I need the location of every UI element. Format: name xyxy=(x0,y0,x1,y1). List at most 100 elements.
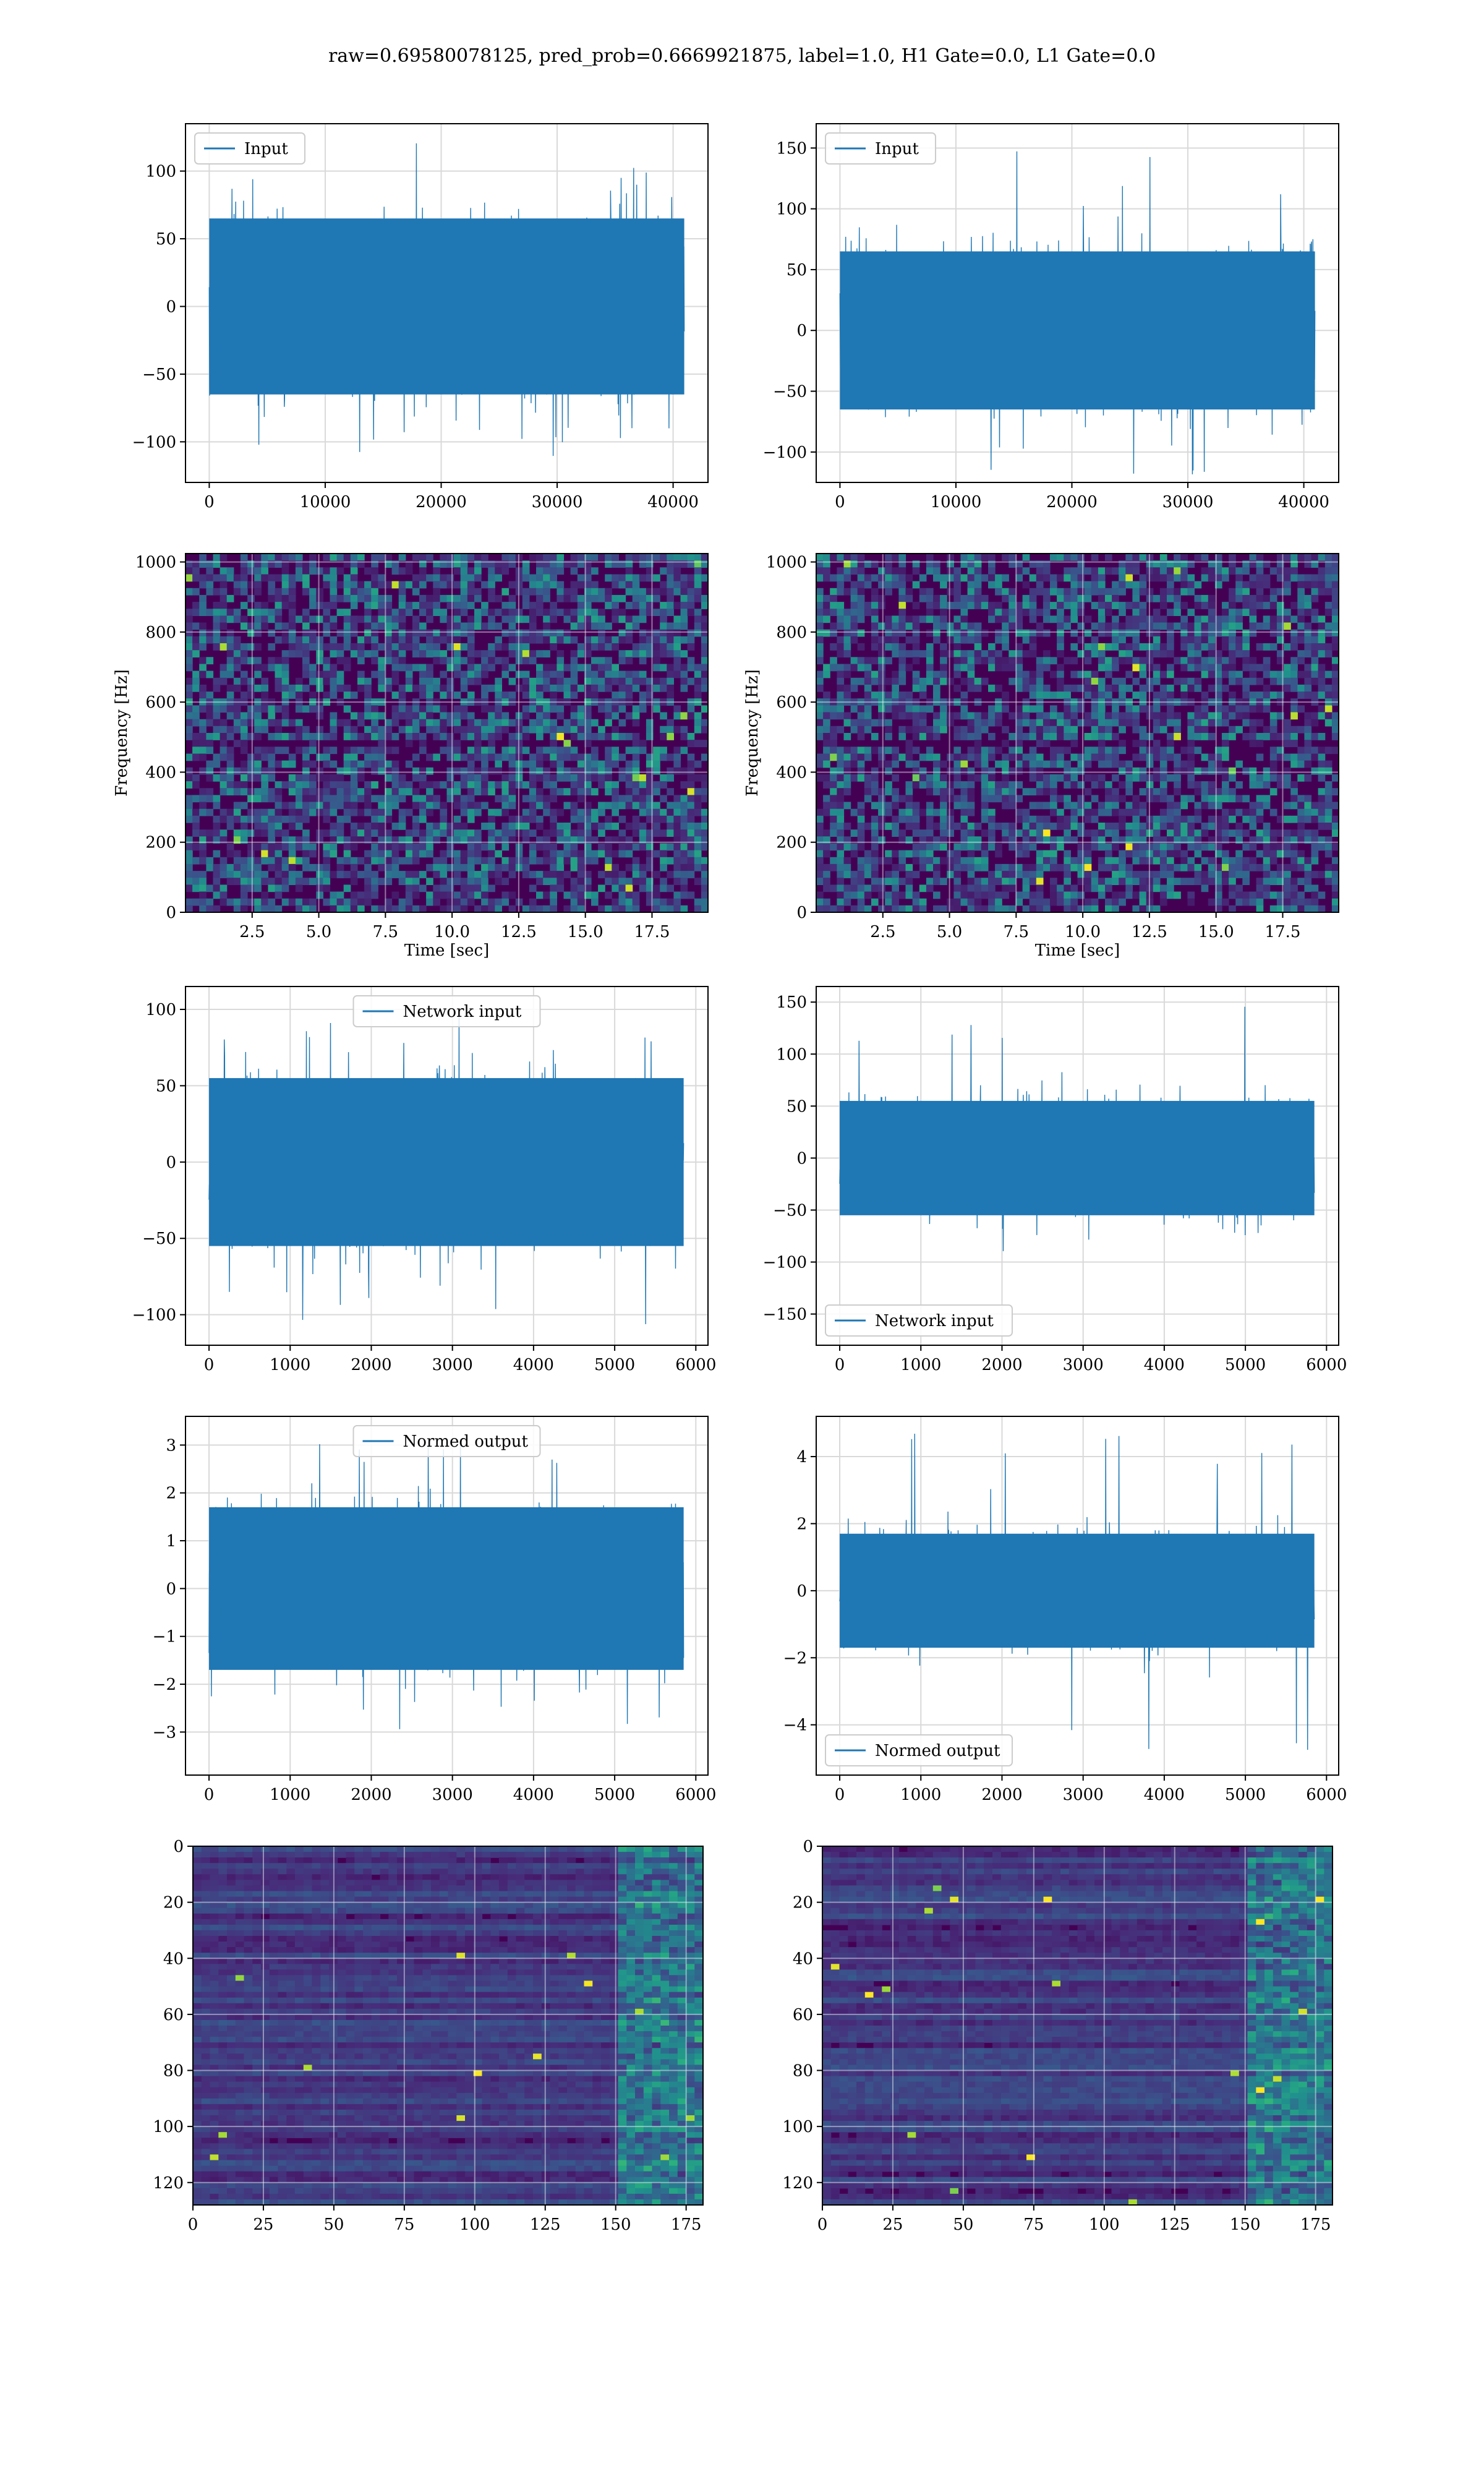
l1-network-input-frame xyxy=(816,986,1339,1346)
l1-network-input-ytick-label: −50 xyxy=(773,1201,807,1220)
l1-spectrogram-ytick-label: 1000 xyxy=(766,554,807,572)
l1-feature-map-xtick-label: 25 xyxy=(882,2215,903,2234)
l1-input-xtick-label: 10000 xyxy=(931,493,982,511)
l1-input-xtick-label: 30000 xyxy=(1162,493,1214,511)
h1-network-input-ytick-label: −100 xyxy=(132,1306,176,1325)
l1-spectrogram-xtick-label: 17.5 xyxy=(1265,923,1301,941)
l1-normed-output-xtick-label: 5000 xyxy=(1225,1786,1266,1804)
h1-normed-output-frame xyxy=(185,1416,709,1776)
l1-spectrogram-panel: 2.5 5.0 7.5 10.0 12.5 15.0 17.5 0 200 400 600 800 10… xyxy=(743,553,1339,960)
l1-normed-output-ytick-label: −2 xyxy=(783,1649,807,1667)
l1-network-input-ytick-label: 50 xyxy=(787,1097,807,1116)
l1-network-input-ytick-label: −150 xyxy=(763,1306,807,1324)
l1-feature-map-frame xyxy=(822,1846,1333,2206)
h1-spectrogram-xlabel: Time [sec] xyxy=(404,941,490,960)
h1-normed-output-ytick-label: 1 xyxy=(166,1532,176,1551)
l1-input-ytick-label: 150 xyxy=(776,139,807,158)
l1-input-panel: 0 10000 20000 30000 40000 −100 −50 0 50 100 150 Inp… xyxy=(763,123,1339,511)
h1-input-ytick-label: 100 xyxy=(145,163,176,181)
l1-network-input-xtick-label: 6000 xyxy=(1306,1356,1347,1374)
l1-feature-map-ytick-label: 80 xyxy=(793,2062,813,2081)
h1-input-xtick-label: 0 xyxy=(204,493,215,511)
l1-input-ytick-label: 100 xyxy=(776,200,807,219)
h1-network-input-xtick-label: 5000 xyxy=(594,1356,635,1374)
l1-spectrogram-xtick-label: 10.0 xyxy=(1065,923,1101,941)
h1-input-panel: 0 10000 20000 30000 40000 −100 −50 0 50 100 Input xyxy=(132,123,709,511)
l1-input-xtick-label: 40000 xyxy=(1278,493,1329,511)
l1-normed-output-ytick-label: 0 xyxy=(796,1582,807,1601)
l1-feature-map-xtick-label: 0 xyxy=(817,2215,828,2234)
l1-feature-map-ytick-label: 60 xyxy=(793,2006,813,2024)
h1-network-input-xtick-label: 1000 xyxy=(270,1356,310,1374)
l1-normed-output-ytick-label: 4 xyxy=(796,1448,807,1466)
h1-input-series-band xyxy=(209,218,684,395)
h1-spectrogram-xtick-label: 12.5 xyxy=(501,923,537,941)
l1-feature-map-ytick-label: 100 xyxy=(782,2118,813,2136)
h1-spectrogram-ylabel: Frequency [Hz] xyxy=(113,669,131,797)
h1-input-legend: Input xyxy=(194,132,305,165)
h1-feature-map-frame xyxy=(192,1846,704,2206)
h1-input-ytick-label: 0 xyxy=(166,297,176,316)
l1-spectrogram-xtick-label: 5.0 xyxy=(937,923,962,941)
h1-input-ytick-label: −100 xyxy=(132,433,176,452)
l1-normed-output-xtick-label: 1000 xyxy=(900,1786,941,1804)
l1-input-legend: Input xyxy=(825,132,936,165)
l1-normed-output-ticks: 0 1000 2000 3000 4000 5000 6000 −4 −2 0 2 4 xyxy=(783,1448,1347,1804)
h1-input-xtick-label: 20000 xyxy=(416,493,467,511)
l1-input-legend-label: Input xyxy=(875,140,919,158)
h1-spectrogram-panel: 2.5 5.0 7.5 10.0 12.5 15.0 17.5 0 200 400 600 800 10… xyxy=(113,553,709,960)
l1-spectrogram-ytick-label: 200 xyxy=(776,834,807,852)
h1-spectrogram-xtick-label: 2.5 xyxy=(239,923,265,941)
l1-network-input-series-band xyxy=(840,1100,1315,1215)
l1-spectrogram-ticks: 2.5 5.0 7.5 10.0 12.5 15.0 17.5 0 200 400 600 800 10… xyxy=(766,554,1301,941)
h1-normed-output-ytick-label: −1 xyxy=(153,1628,176,1646)
l1-normed-output-xtick-label: 6000 xyxy=(1306,1786,1347,1804)
h1-normed-output-xtick-label: 5000 xyxy=(594,1786,635,1804)
l1-feature-map-ytick-label: 0 xyxy=(803,1838,813,1856)
h1-normed-output-xtick-label: 6000 xyxy=(675,1786,716,1804)
h1-normed-output-legend: Normed output xyxy=(352,1425,541,1457)
h1-spectrogram-ticks: 2.5 5.0 7.5 10.0 12.5 15.0 17.5 0 200 400 600 800 10… xyxy=(135,554,670,941)
h1-feature-map-xtick-label: 75 xyxy=(394,2215,414,2234)
l1-input-xtick-label: 20000 xyxy=(1046,493,1098,511)
h1-network-input-ytick-label: −50 xyxy=(142,1230,176,1248)
h1-spectrogram-xtick-label: 10.0 xyxy=(434,923,470,941)
h1-network-input-ytick-label: 100 xyxy=(145,1001,176,1019)
l1-feature-map-xtick-label: 125 xyxy=(1159,2215,1190,2234)
h1-input-frame xyxy=(185,123,709,483)
h1-normed-output-ytick-label: 3 xyxy=(166,1436,176,1455)
h1-network-input-panel: 0 1000 2000 3000 4000 5000 6000 −100 −50 0 50 100 Ne… xyxy=(132,986,717,1374)
l1-normed-output-ytick-label: 2 xyxy=(796,1515,807,1533)
h1-network-input-ticks: 0 1000 2000 3000 4000 5000 6000 −100 −50 0 50 100 xyxy=(132,1001,717,1374)
l1-network-input-xtick-label: 0 xyxy=(835,1356,845,1374)
h1-network-input-legend-box xyxy=(352,995,541,1027)
h1-feature-map-xtick-label: 0 xyxy=(188,2215,198,2234)
h1-input-xtick-label: 10000 xyxy=(300,493,351,511)
l1-normed-output-series-band xyxy=(840,1533,1315,1648)
h1-feature-map-xtick-label: 125 xyxy=(530,2215,561,2234)
l1-input-legend-box xyxy=(825,132,936,165)
l1-spectrogram-xtick-label: 15.0 xyxy=(1198,923,1234,941)
h1-feature-map-xtick-label: 25 xyxy=(253,2215,273,2234)
l1-normed-output-xtick-label: 4000 xyxy=(1144,1786,1185,1804)
l1-spectrogram-ytick-label: 400 xyxy=(776,763,807,782)
h1-feature-map-xtick-label: 175 xyxy=(671,2215,702,2234)
l1-normed-output-ytick-label: −4 xyxy=(783,1716,807,1735)
l1-network-input-xtick-label: 5000 xyxy=(1225,1356,1266,1374)
h1-feature-map-panel: 0 25 50 75 100 125 150 175 0 20 40 60 80 100 120 xyxy=(153,1838,704,2234)
l1-network-input-xtick-label: 2000 xyxy=(981,1356,1022,1374)
l1-normed-output-panel: 0 1000 2000 3000 4000 5000 6000 −4 −2 0 2 4 Normed o… xyxy=(783,1416,1347,1804)
l1-normed-output-legend: Normed output xyxy=(825,1734,1013,1766)
h1-network-input-legend: Network input xyxy=(352,995,541,1027)
l1-normed-output-legend-label: Normed output xyxy=(875,1742,1000,1760)
h1-normed-output-xtick-label: 0 xyxy=(204,1786,215,1804)
h1-input-ticks: 0 10000 20000 30000 40000 −100 −50 0 50 100 xyxy=(132,163,699,511)
h1-spectrogram-ytick-label: 0 xyxy=(166,904,176,922)
h1-network-input-series-band xyxy=(209,1078,684,1246)
h1-normed-output-series-band xyxy=(209,1507,684,1670)
l1-network-input-xtick-label: 3000 xyxy=(1063,1356,1104,1374)
l1-feature-map-ticks: 0 25 50 75 100 125 150 175 0 20 40 60 80 100 120 xyxy=(782,1838,1331,2234)
h1-input-legend-label: Input xyxy=(244,140,288,158)
l1-spectrogram-xtick-label: 2.5 xyxy=(870,923,895,941)
l1-feature-map-xtick-label: 75 xyxy=(1023,2215,1044,2234)
